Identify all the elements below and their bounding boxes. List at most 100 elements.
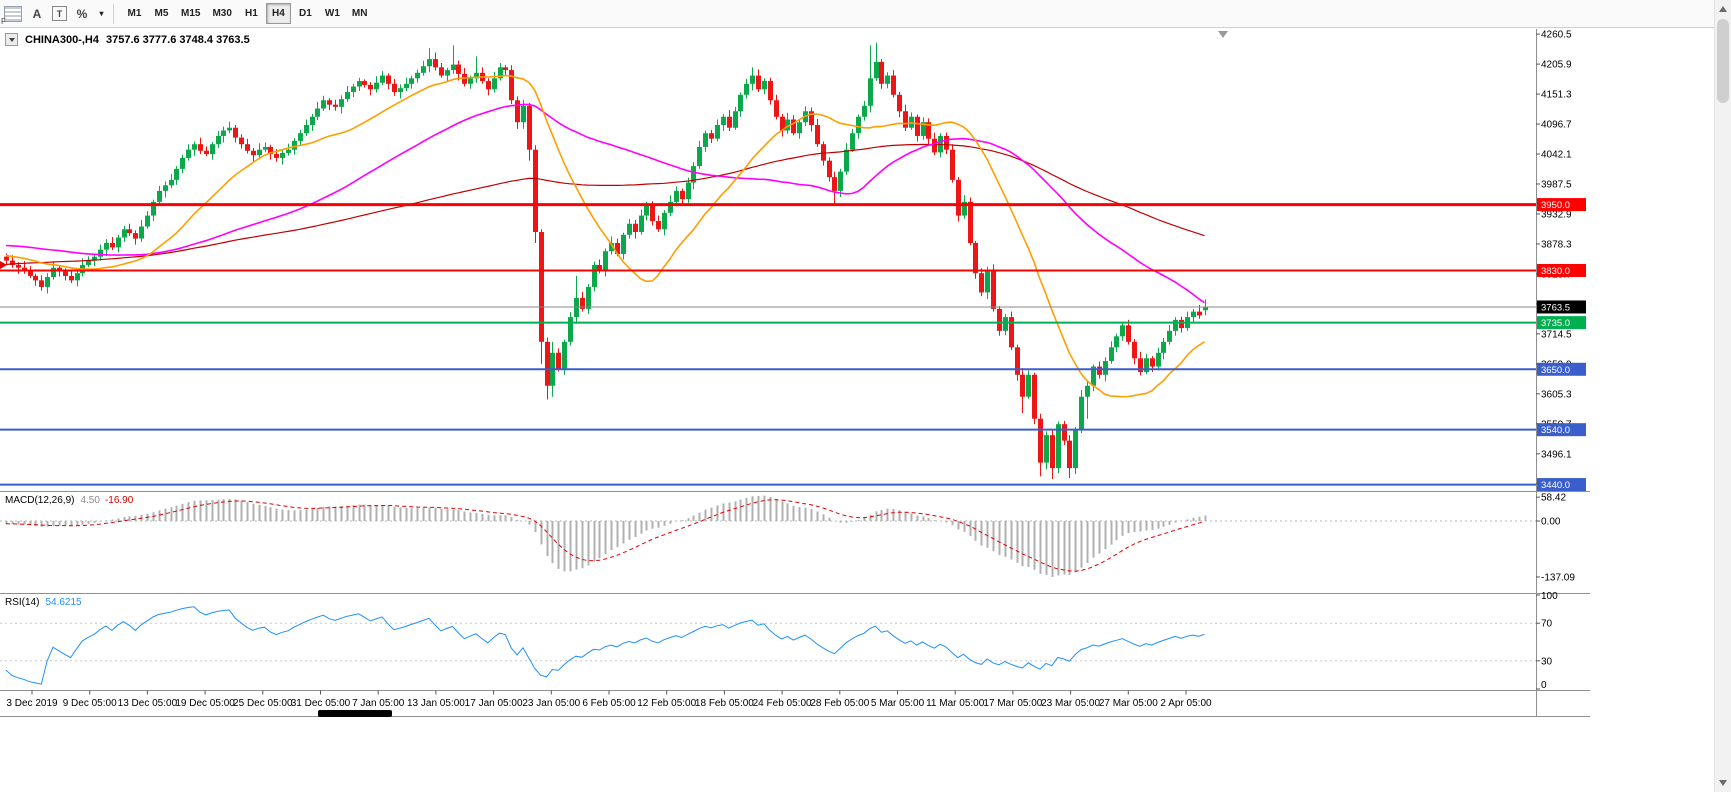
timeframe-mn-button[interactable]: MN bbox=[347, 3, 373, 24]
price-badge bbox=[1537, 478, 1586, 492]
time-label: 25 Dec 05:00 bbox=[233, 698, 293, 709]
time-label: 31 Dec 05:00 bbox=[291, 698, 351, 709]
left-edge-object-marker bbox=[0, 261, 7, 269]
rsi-axis-label: 70 bbox=[1541, 619, 1553, 630]
macd-name: MACD(12,26,9) bbox=[5, 495, 75, 506]
tool-dropdown-caret-icon[interactable]: ▾ bbox=[99, 9, 104, 18]
rsi-value: 54.6215 bbox=[45, 597, 82, 608]
toolbar: F A T% ▾ M1 M5 M15 M30 H1 H4 D1 W1 MN bbox=[0, 0, 1731, 28]
macd-axis-label: 58.42 bbox=[1541, 493, 1566, 504]
macd-main-value: 4.50 bbox=[80, 495, 100, 506]
rsi-panel: 100 70 30 0 bbox=[0, 591, 1558, 691]
vertical-scrollbar[interactable] bbox=[1714, 0, 1731, 792]
price-badge bbox=[1537, 423, 1586, 437]
rsi-axis-label: 100 bbox=[1541, 591, 1558, 602]
price-tick-label: 4042.1 bbox=[1541, 150, 1572, 161]
timeframe-group: M1 M5 M15 M30 H1 H4 D1 W1 MN bbox=[121, 3, 373, 24]
svg-text:3440.0: 3440.0 bbox=[1541, 480, 1570, 491]
price-tick-label: 4096.7 bbox=[1541, 120, 1572, 131]
macd-axis-label: -137.09 bbox=[1541, 572, 1575, 583]
scroll-up-arrow-icon[interactable] bbox=[1715, 1, 1731, 17]
svg-text:3763.5: 3763.5 bbox=[1541, 302, 1570, 313]
rsi-label: RSI(14) 54.6215 bbox=[5, 597, 82, 608]
text-box-icon[interactable]: T bbox=[52, 6, 67, 21]
rsi-line bbox=[5, 606, 1205, 685]
timeframe-m1-button[interactable]: M1 bbox=[122, 3, 147, 24]
ma-medium-line bbox=[5, 103, 1205, 304]
time-label: 13 Dec 05:00 bbox=[118, 698, 178, 709]
bottom-black-bar bbox=[318, 710, 392, 717]
timeframe-h4-button[interactable]: H4 bbox=[265, 3, 291, 24]
time-label: 17 Mar 05:00 bbox=[983, 698, 1042, 709]
svg-text:3830.0: 3830.0 bbox=[1541, 266, 1570, 277]
chart-collapse-button[interactable] bbox=[5, 33, 18, 46]
time-label: 7 Jan 05:00 bbox=[352, 698, 405, 709]
macd-panel: 58.42 0.00 -137.09 bbox=[0, 493, 1575, 583]
rsi-name: RSI(14) bbox=[5, 597, 40, 608]
chart-title: CHINA300-,H4 bbox=[25, 33, 99, 46]
time-label: 24 Feb 05:00 bbox=[753, 698, 812, 709]
macd-label: MACD(12,26,9) 4.50 -16.90 bbox=[5, 495, 133, 506]
price-badge bbox=[1537, 300, 1586, 314]
panel-separators bbox=[0, 29, 1590, 717]
moving-averages bbox=[5, 74, 1205, 398]
chart-list-icon[interactable] bbox=[4, 5, 22, 22]
svg-text:3950.0: 3950.0 bbox=[1541, 200, 1570, 211]
percent-tool-icon[interactable]: % bbox=[76, 6, 88, 21]
time-label: 9 Dec 05:00 bbox=[63, 698, 117, 709]
toolbar-separator bbox=[113, 3, 114, 24]
bid-price-line: 3763.5 bbox=[0, 300, 1586, 314]
timeframe-h1-button[interactable]: H1 bbox=[239, 3, 264, 24]
price-tick-label: 4205.9 bbox=[1541, 60, 1572, 71]
time-label: 23 Jan 05:00 bbox=[522, 698, 580, 709]
time-label: 3 Dec 2019 bbox=[6, 698, 58, 709]
price-badge bbox=[1537, 263, 1586, 277]
time-label: 12 Feb 05:00 bbox=[637, 698, 696, 709]
price-tick-label: 3878.3 bbox=[1541, 239, 1572, 250]
price-tick-label: 3932.9 bbox=[1541, 209, 1572, 220]
timeframe-d1-button[interactable]: D1 bbox=[293, 3, 318, 24]
time-label: 18 Feb 05:00 bbox=[695, 698, 754, 709]
svg-text:3735.0: 3735.0 bbox=[1541, 318, 1570, 329]
price-badge bbox=[1537, 316, 1586, 330]
time-label: 23 Mar 05:00 bbox=[1041, 698, 1100, 709]
macd-axis-label: 0.00 bbox=[1541, 517, 1561, 528]
ma-fast-line bbox=[5, 74, 1205, 398]
time-label: 28 Feb 05:00 bbox=[810, 698, 869, 709]
toolbar-icons: F A T% ▾ bbox=[0, 0, 106, 28]
time-label: 11 Mar 05:00 bbox=[926, 698, 985, 709]
chart-ohlc: 3757.6 3777.6 3748.4 3763.5 bbox=[105, 33, 250, 46]
price-tick-label: 3605.3 bbox=[1541, 389, 1572, 400]
price-tick-label: 3496.1 bbox=[1541, 449, 1572, 460]
time-label: 27 Mar 05:00 bbox=[1099, 698, 1158, 709]
svg-text:3540.0: 3540.0 bbox=[1541, 425, 1570, 436]
horizontal-levels[interactable]: 3950.0 3830.0 3735.0 3650.0 3540.0 3440.0 bbox=[0, 198, 1586, 492]
time-label: 13 Jan 05:00 bbox=[407, 698, 465, 709]
scroll-down-arrow-icon[interactable] bbox=[1715, 775, 1731, 791]
price-tick-label: 3987.5 bbox=[1541, 179, 1572, 190]
rsi-axis-label: 30 bbox=[1541, 656, 1553, 667]
price-badge bbox=[1537, 362, 1586, 376]
rsi-axis-label: 0 bbox=[1541, 680, 1547, 691]
price-axis: 4260.5 4205.9 4151.3 4096.7 4042.1 3987.5 3932… bbox=[1536, 30, 1572, 490]
timeframe-m30-button[interactable]: M30 bbox=[207, 3, 236, 24]
text-label-icon[interactable]: A bbox=[32, 6, 42, 21]
scroll-thumb[interactable] bbox=[1717, 19, 1729, 103]
price-tick-label: 4151.3 bbox=[1541, 90, 1572, 101]
timeframe-m5-button[interactable]: M5 bbox=[149, 3, 174, 24]
timeframe-m15-button[interactable]: M15 bbox=[176, 3, 205, 24]
macd-signal-line bbox=[5, 499, 1205, 572]
svg-text:3650.0: 3650.0 bbox=[1541, 365, 1570, 376]
timeframe-w1-button[interactable]: W1 bbox=[320, 3, 345, 24]
chart-header: CHINA300-,H4 3757.6 3777.6 3748.4 3763.5 bbox=[5, 33, 250, 46]
f-key-hint: F bbox=[1, 16, 6, 26]
chart-shift-marker[interactable] bbox=[1218, 31, 1228, 38]
time-label: 6 Feb 05:00 bbox=[582, 698, 636, 709]
time-label: 2 Apr 05:00 bbox=[1160, 698, 1212, 709]
ma-slow-line bbox=[5, 143, 1205, 265]
time-label: 17 Jan 05:00 bbox=[465, 698, 523, 709]
price-tick-label: 3714.5 bbox=[1541, 329, 1572, 340]
